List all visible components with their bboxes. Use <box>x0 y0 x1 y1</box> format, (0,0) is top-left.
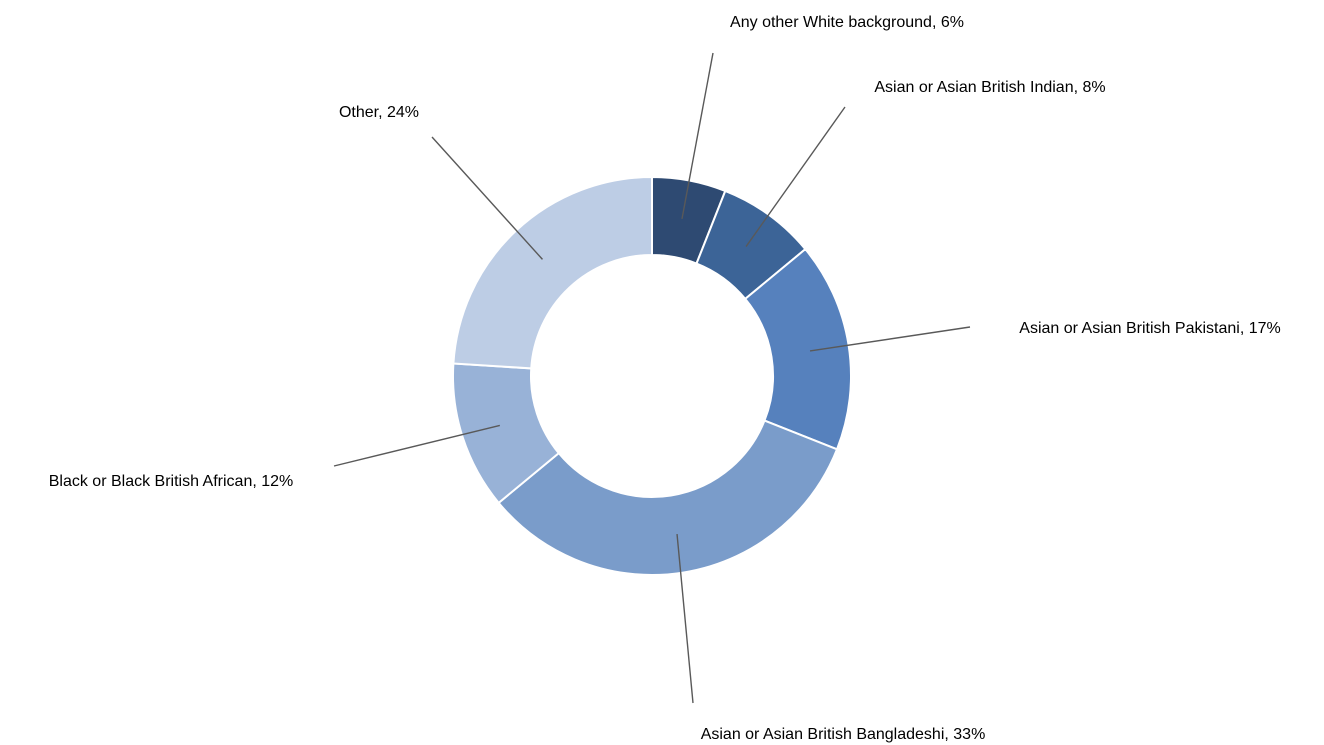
leader-line-any-other-white-background <box>681 52 714 219</box>
leader-line-asian-or-asian-british-indian <box>745 106 846 247</box>
slice-label-black-african: Black or Black British African, 12% <box>49 473 294 490</box>
slice-label-asian-indian: Asian or Asian British Indian, 8% <box>874 79 1105 96</box>
slice-label-asian-pakistani: Asian or Asian British Pakistani, 17% <box>1019 320 1280 337</box>
leader-line-other <box>431 136 543 260</box>
donut-slice-asian-or-asian-british-bangladeshi <box>497 419 839 576</box>
slice-label-other: Other, 24% <box>339 104 419 121</box>
slice-label-asian-bangladeshi: Asian or Asian British Bangladeshi, 33% <box>701 726 986 743</box>
slice-label-any-other-white: Any other White background, 6% <box>730 14 964 31</box>
donut-slices <box>451 175 852 576</box>
leader-line-asian-or-asian-british-pakistani <box>809 326 971 352</box>
slice-labels: Any other White background, 6% Asian or … <box>49 14 1281 743</box>
leader-line-black-or-black-british-african <box>333 424 500 467</box>
leader-lines <box>333 52 971 704</box>
leader-line-asian-or-asian-british-bangladeshi <box>676 533 694 704</box>
donut-slice-other <box>452 175 653 370</box>
